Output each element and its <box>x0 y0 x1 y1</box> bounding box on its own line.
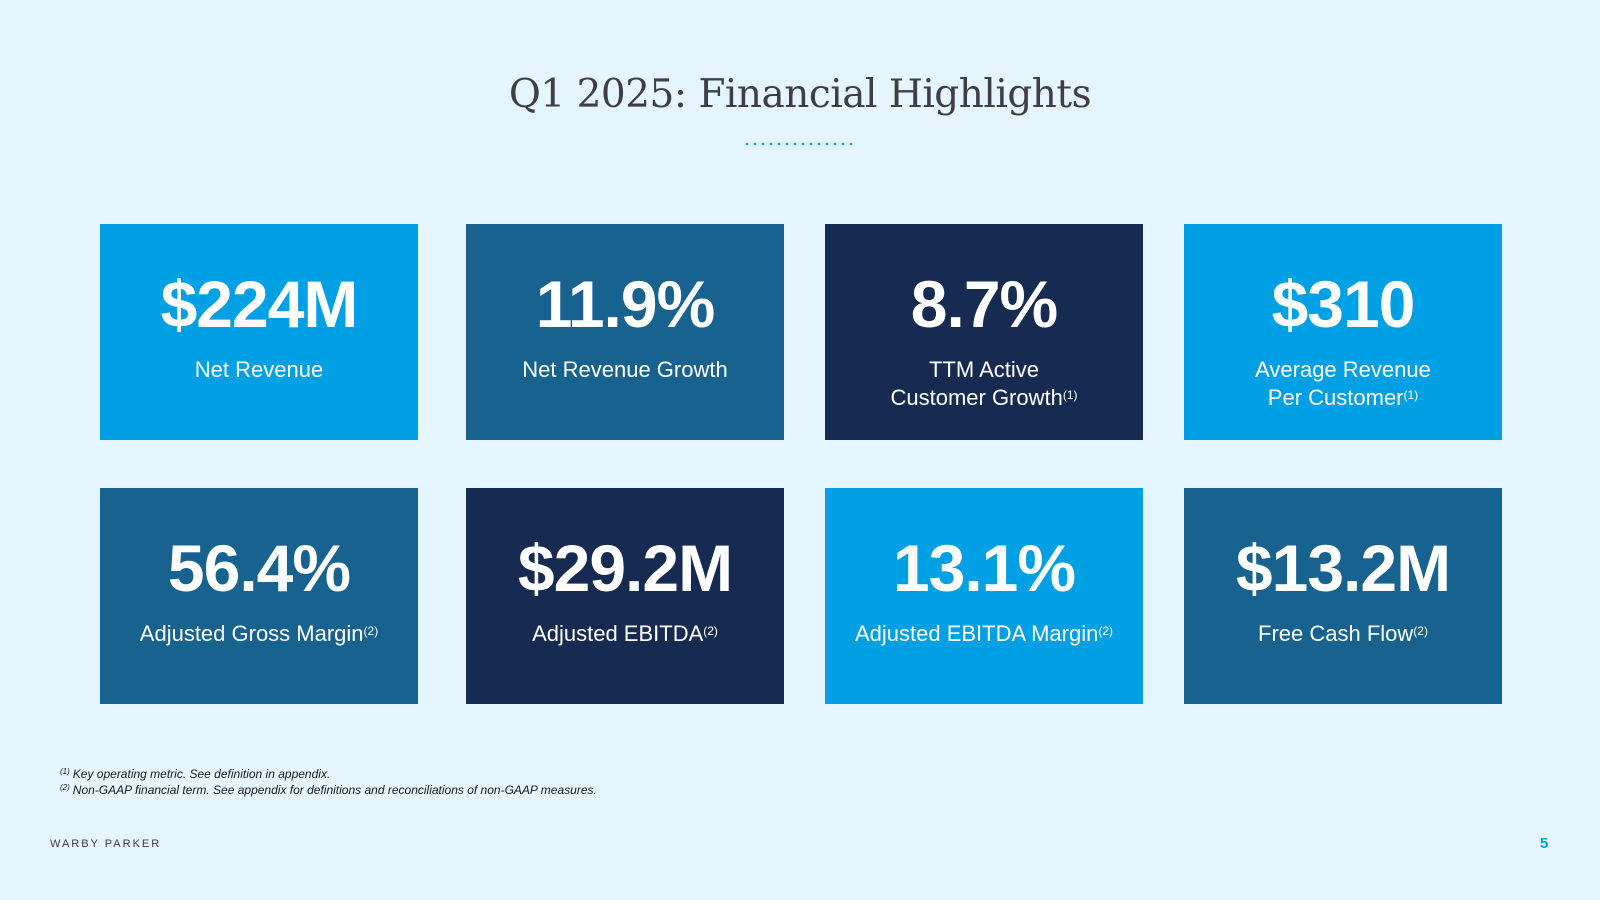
metric-label: Adjusted Gross Margin(2) <box>110 620 408 648</box>
metric-value: $310 <box>1271 267 1416 341</box>
footnote-marker: (2) <box>1098 624 1113 638</box>
metric-label-line2: Customer Growth <box>890 385 1063 410</box>
metric-label-line1: Average Revenue <box>1255 357 1431 382</box>
metric-label: Net Revenue Growth <box>476 356 774 384</box>
footnotes: (1) Key operating metric. See definition … <box>60 766 597 798</box>
metric-value: $29.2M <box>517 531 733 605</box>
metric-label-line2: Per Customer <box>1267 385 1404 410</box>
metric-label-line1: Adjusted EBITDA Margin <box>854 621 1099 646</box>
footnote-1: (1) Key operating metric. See definition … <box>60 766 597 782</box>
metric-card-net-revenue-growth: 11.9% Net Revenue Growth <box>466 224 784 440</box>
metric-card-adjusted-ebitda-margin: 13.1% Adjusted EBITDA Margin(2) <box>825 488 1143 704</box>
metric-value: $224M <box>160 267 359 341</box>
metric-label: Net Revenue <box>110 356 408 384</box>
metric-card-average-revenue-per-customer: $310 Average Revenue Per Customer(1) <box>1184 224 1502 440</box>
footnote-mark: (1) <box>60 767 70 776</box>
metric-label: TTM Active Customer Growth(1) <box>835 356 1133 412</box>
metric-card-free-cash-flow: $13.2M Free Cash Flow(2) <box>1184 488 1502 704</box>
title-dotted-divider <box>745 142 853 146</box>
metric-value: 11.9% <box>535 267 716 341</box>
metric-card-net-revenue: $224M Net Revenue <box>100 224 418 440</box>
footnote-marker: (2) <box>703 624 718 638</box>
metric-label-line1: TTM Active <box>928 357 1039 382</box>
footnote-marker: (1) <box>1403 388 1419 402</box>
metric-label-line1: Net Revenue <box>194 357 324 382</box>
metric-label-line1: Free Cash Flow <box>1258 621 1414 646</box>
footnote-2: (2) Non-GAAP financial term. See appendix… <box>60 782 597 798</box>
footnote-text: Key operating metric. See definition in … <box>72 767 331 781</box>
metric-card-ttm-active-customer-growth: 8.7% TTM Active Customer Growth(1) <box>825 224 1143 440</box>
page-number: 5 <box>1540 835 1549 852</box>
metric-label-line1: Net Revenue Growth <box>522 357 728 382</box>
metric-value: 13.1% <box>892 531 1076 605</box>
metric-value: $13.2M <box>1235 531 1451 605</box>
metric-value: 56.4% <box>167 531 351 605</box>
footnote-marker: (2) <box>363 624 379 638</box>
metric-label: Adjusted EBITDA(2) <box>476 620 774 648</box>
metric-label-line1: Adjusted Gross Margin <box>139 621 364 646</box>
metric-card-adjusted-ebitda: $29.2M Adjusted EBITDA(2) <box>466 488 784 704</box>
footnote-mark: (2) <box>60 783 70 792</box>
metric-label-line1: Adjusted EBITDA <box>532 621 704 646</box>
metric-label: Average Revenue Per Customer(1) <box>1194 356 1492 412</box>
metric-label: Free Cash Flow(2) <box>1194 620 1492 648</box>
metric-card-adjusted-gross-margin: 56.4% Adjusted Gross Margin(2) <box>100 488 418 704</box>
slide-title: Q1 2025: Financial Highlights <box>508 72 1092 117</box>
metric-label: Adjusted EBITDA Margin(2) <box>835 620 1133 648</box>
footnote-text: Non-GAAP financial term. See appendix fo… <box>72 783 597 797</box>
metric-value: 8.7% <box>910 267 1058 341</box>
footnote-marker: (2) <box>1413 624 1428 638</box>
brand-logo-text: WARBY PARKER <box>50 838 162 850</box>
footnote-marker: (1) <box>1062 388 1078 402</box>
